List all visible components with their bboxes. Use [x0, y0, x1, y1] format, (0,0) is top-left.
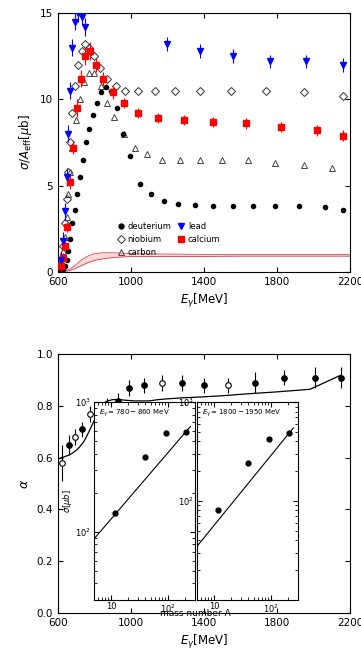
niobium — [66, 168, 70, 176]
carbon — [68, 168, 72, 176]
carbon — [59, 258, 63, 266]
carbon — [245, 156, 250, 163]
deuterium — [115, 104, 119, 112]
deuterium — [68, 235, 72, 243]
niobium — [70, 109, 75, 117]
carbon — [105, 99, 109, 107]
niobium — [123, 87, 127, 95]
carbon — [145, 150, 149, 158]
niobium — [92, 52, 96, 60]
deuterium — [297, 202, 301, 210]
niobium — [68, 138, 72, 146]
niobium — [105, 74, 109, 82]
carbon — [220, 156, 225, 163]
niobium — [76, 61, 81, 69]
niobium — [341, 92, 345, 100]
niobium — [173, 87, 177, 95]
Line: niobium: niobium — [60, 41, 346, 249]
deuterium — [341, 206, 345, 214]
niobium — [87, 43, 92, 51]
carbon — [273, 159, 277, 167]
deuterium — [87, 125, 92, 132]
deuterium — [109, 87, 113, 95]
Line: deuterium: deuterium — [59, 85, 345, 273]
niobium — [229, 87, 234, 95]
niobium — [113, 82, 118, 90]
carbon — [302, 161, 306, 169]
deuterium — [127, 152, 132, 160]
deuterium — [64, 256, 69, 264]
X-axis label: $E_\gamma$[MeV]: $E_\gamma$[MeV] — [180, 633, 228, 651]
carbon — [198, 156, 203, 163]
carbon — [62, 233, 67, 241]
carbon — [64, 213, 69, 221]
carbon — [178, 156, 182, 163]
deuterium — [70, 219, 75, 227]
Y-axis label: $\sigma[\mu b]$: $\sigma[\mu b]$ — [61, 489, 74, 513]
Line: carbon: carbon — [58, 71, 335, 264]
deuterium — [95, 99, 99, 107]
deuterium — [231, 202, 235, 210]
carbon — [66, 190, 70, 198]
carbon — [330, 164, 334, 172]
niobium — [98, 65, 103, 72]
deuterium — [99, 88, 103, 96]
deuterium — [62, 262, 67, 270]
niobium — [264, 87, 268, 95]
deuterium — [193, 202, 197, 210]
deuterium — [104, 83, 108, 91]
niobium — [83, 40, 87, 48]
carbon — [82, 78, 86, 86]
carbon — [92, 70, 96, 78]
carbon — [112, 113, 117, 121]
Y-axis label: $\alpha$: $\alpha$ — [18, 478, 31, 489]
carbon — [160, 156, 164, 163]
carbon — [99, 82, 103, 90]
deuterium — [211, 202, 215, 210]
carbon — [70, 144, 75, 152]
niobium — [64, 195, 69, 203]
carbon — [132, 144, 137, 152]
carbon — [78, 96, 82, 103]
Y-axis label: $\sigma/A_{\rm eff}$[$\mu$b]: $\sigma/A_{\rm eff}$[$\mu$b] — [17, 115, 34, 170]
carbon — [87, 70, 91, 78]
deuterium — [162, 197, 166, 205]
niobium — [79, 47, 84, 55]
niobium — [136, 87, 140, 95]
deuterium — [59, 267, 63, 275]
deuterium — [121, 130, 125, 138]
deuterium — [251, 202, 256, 210]
deuterium — [75, 190, 79, 198]
niobium — [302, 88, 306, 96]
carbon — [121, 130, 126, 138]
carbon — [74, 116, 78, 124]
X-axis label: $E_\gamma$[MeV]: $E_\gamma$[MeV] — [180, 292, 228, 310]
deuterium — [81, 156, 85, 163]
Text: $E_\gamma=1800-1950$ MeV: $E_\gamma=1800-1950$ MeV — [202, 408, 282, 419]
niobium — [198, 87, 203, 95]
carbon — [61, 247, 65, 255]
niobium — [152, 87, 157, 95]
deuterium — [273, 202, 277, 210]
deuterium — [176, 200, 180, 208]
Legend: deuterium, niobium, carbon, lead, calcium: deuterium, niobium, carbon, lead, calciu… — [117, 222, 221, 257]
deuterium — [66, 247, 70, 255]
deuterium — [322, 203, 327, 211]
Text: mass number A: mass number A — [161, 609, 231, 618]
niobium — [62, 219, 67, 227]
niobium — [73, 82, 77, 90]
deuterium — [91, 111, 95, 119]
deuterium — [149, 190, 153, 198]
deuterium — [73, 206, 77, 214]
niobium — [61, 242, 65, 250]
deuterium — [138, 180, 142, 188]
deuterium — [78, 173, 82, 181]
deuterium — [84, 138, 88, 146]
Text: $E_\gamma=780-860$ MeV: $E_\gamma=780-860$ MeV — [99, 408, 170, 419]
deuterium — [61, 265, 65, 273]
